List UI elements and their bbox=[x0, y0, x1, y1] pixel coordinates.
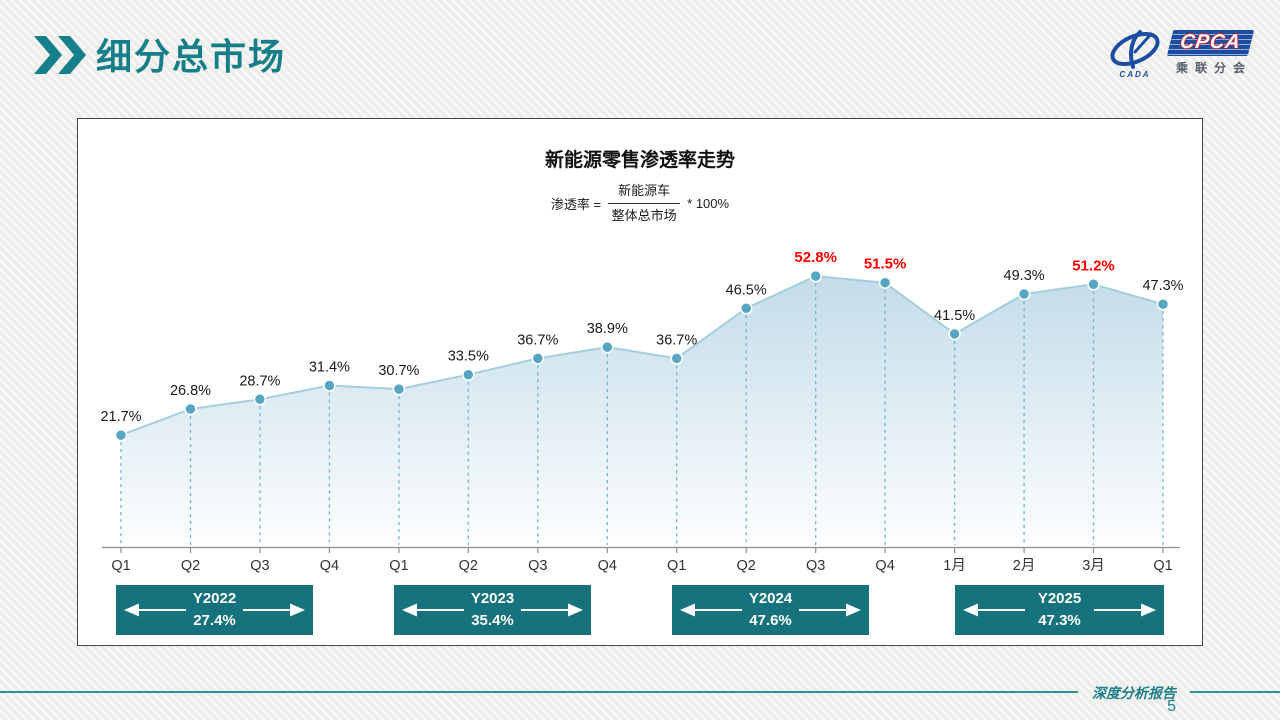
svg-text:21.7%: 21.7% bbox=[100, 409, 141, 425]
emblem-text: CADA bbox=[1119, 70, 1151, 79]
year-label: Y2025 bbox=[1037, 590, 1082, 608]
cpca-brand-text: CPCA bbox=[1178, 31, 1243, 53]
footer-divider-left bbox=[0, 691, 1078, 693]
formula-fraction: 新能源车 整体总市场 bbox=[608, 181, 681, 226]
svg-text:Q1: Q1 bbox=[111, 558, 130, 574]
svg-text:33.5%: 33.5% bbox=[448, 349, 489, 365]
svg-text:46.5%: 46.5% bbox=[726, 282, 767, 298]
formula-lhs: 渗透率 = bbox=[550, 197, 602, 213]
footer-divider-right bbox=[1190, 691, 1280, 693]
year-average: 47.6% bbox=[749, 612, 792, 629]
svg-text:Q3: Q3 bbox=[806, 558, 825, 574]
logo-subtitle: 乘联分会 bbox=[1175, 61, 1252, 75]
formula-rhs: * 100% bbox=[687, 196, 730, 212]
page-title: 细分总市场 bbox=[96, 36, 287, 77]
svg-text:31.4%: 31.4% bbox=[309, 360, 350, 376]
year-average: 47.3% bbox=[1038, 612, 1081, 629]
svg-text:Q1: Q1 bbox=[389, 558, 408, 574]
svg-text:38.9%: 38.9% bbox=[587, 321, 628, 337]
year-summary-box-Y2025: Y2025 47.3% bbox=[955, 585, 1164, 635]
year-summary-box-Y2024: Y2024 47.6% bbox=[672, 585, 869, 635]
svg-text:Q2: Q2 bbox=[181, 558, 200, 574]
year-label: Y2022 bbox=[192, 590, 237, 608]
svg-text:36.7%: 36.7% bbox=[517, 332, 558, 348]
svg-text:Q4: Q4 bbox=[598, 558, 617, 574]
svg-text:3月: 3月 bbox=[1082, 558, 1105, 574]
svg-text:28.7%: 28.7% bbox=[239, 373, 280, 389]
penetration-trend-chart: 21.7% 26.8% 28.7% 31.4% 30.7% 33.5% 36.7% 38.9%… bbox=[100, 249, 1183, 574]
svg-text:30.7%: 30.7% bbox=[378, 363, 419, 379]
svg-text:52.8%: 52.8% bbox=[794, 249, 837, 266]
svg-text:Q1: Q1 bbox=[667, 558, 686, 574]
formula-denominator: 整体总市场 bbox=[611, 208, 677, 224]
svg-text:2月: 2月 bbox=[1013, 558, 1036, 574]
year-summary-box-Y2022: Y2022 27.4% bbox=[116, 585, 313, 635]
year-summary-box-Y2023: Y2023 35.4% bbox=[394, 585, 591, 635]
svg-text:51.2%: 51.2% bbox=[1072, 257, 1115, 274]
svg-text:47.3%: 47.3% bbox=[1142, 278, 1183, 294]
chart-title: 新能源零售渗透率走势 bbox=[544, 150, 735, 171]
svg-text:Q3: Q3 bbox=[528, 558, 547, 574]
year-label: Y2024 bbox=[748, 590, 793, 608]
svg-text:Q2: Q2 bbox=[737, 558, 756, 574]
svg-text:Q1: Q1 bbox=[1153, 558, 1172, 574]
cpca-logo: CADA CPCA 乘联分会 bbox=[1107, 30, 1255, 79]
year-summary-text: Y2022 27.4% bbox=[193, 588, 236, 632]
year-summary-text: Y2023 35.4% bbox=[471, 588, 514, 632]
svg-text:36.7%: 36.7% bbox=[656, 332, 697, 348]
penetration-formula: 渗透率 = 新能源车 整体总市场 * 100% bbox=[78, 181, 1202, 226]
svg-text:41.5%: 41.5% bbox=[934, 308, 975, 324]
formula-numerator: 新能源车 bbox=[608, 181, 681, 205]
svg-text:49.3%: 49.3% bbox=[1004, 268, 1045, 284]
year-summary-text: Y2025 47.3% bbox=[1038, 588, 1081, 632]
svg-text:26.8%: 26.8% bbox=[170, 383, 211, 399]
year-summary-text: Y2024 47.6% bbox=[749, 588, 792, 632]
svg-text:1月: 1月 bbox=[943, 558, 966, 574]
page-number: 5 bbox=[1167, 698, 1176, 715]
cada-emblem-icon: CADA bbox=[1107, 30, 1163, 79]
year-average: 35.4% bbox=[471, 612, 514, 629]
year-label: Y2023 bbox=[470, 590, 515, 608]
report-type-label: 深度分析报告 bbox=[1092, 687, 1176, 702]
svg-text:Q4: Q4 bbox=[875, 558, 894, 574]
svg-text:51.5%: 51.5% bbox=[864, 256, 907, 273]
year-average: 27.4% bbox=[193, 612, 236, 629]
svg-text:Q4: Q4 bbox=[320, 558, 339, 574]
svg-text:Q2: Q2 bbox=[459, 558, 478, 574]
double-chevron-icon bbox=[34, 36, 86, 74]
svg-text:Q3: Q3 bbox=[250, 558, 269, 574]
cpca-brand-badge: CPCA bbox=[1166, 30, 1255, 56]
